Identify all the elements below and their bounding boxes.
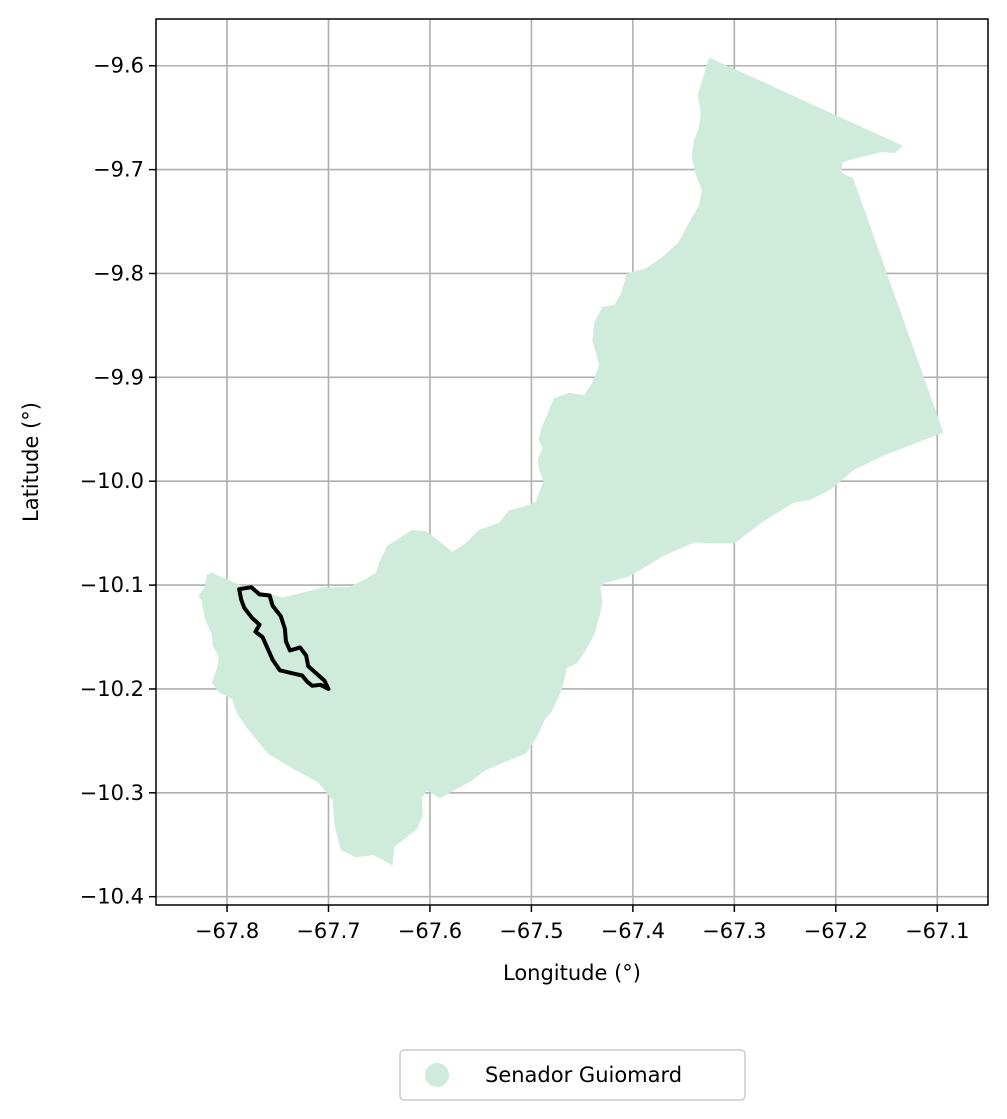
y-axis-ticks: −9.6 −9.7 −9.8 −9.9 −10.0 −10.1 −10.2 −10.3 −10.… — [80, 54, 156, 909]
legend-box — [399, 1049, 746, 1101]
x-tick-label: −67.7 — [296, 919, 360, 943]
x-tick-label: −67.8 — [195, 919, 259, 943]
y-tick-label: −9.8 — [93, 261, 144, 285]
y-tick-label: −10.1 — [80, 573, 144, 597]
y-axis-title: Latitude (°) — [19, 402, 43, 522]
x-tick-label: −67.4 — [601, 919, 665, 943]
x-tick-label: −67.2 — [804, 919, 868, 943]
y-tick-label: −10.2 — [80, 677, 144, 701]
x-axis-ticks: −67.8 −67.7 −67.6 −67.5 −67.4 −67.3 −67.2 −67.1 — [195, 905, 969, 943]
y-tick-label: −10.3 — [80, 781, 144, 805]
y-tick-label: −9.7 — [93, 158, 144, 182]
axes-frame — [155, 18, 989, 906]
legend-marker — [425, 1063, 449, 1087]
legend: Senador Guiomard — [399, 1049, 746, 1101]
senador-guiomard-region — [198, 57, 944, 866]
highlighted-outline — [237, 585, 331, 691]
y-tick-label: −10.4 — [80, 885, 144, 909]
x-axis-title: Longitude (°) — [503, 961, 641, 985]
y-tick-label: −9.6 — [93, 54, 144, 78]
x-tick-label: −67.3 — [702, 919, 766, 943]
region-layer — [198, 57, 944, 866]
legend-label-senador-guiomard: Senador Guiomard — [485, 1063, 682, 1087]
y-tick-label: −10.0 — [80, 469, 144, 493]
x-tick-label: −67.1 — [905, 919, 969, 943]
y-tick-label: −9.9 — [93, 365, 144, 389]
x-tick-label: −67.5 — [499, 919, 563, 943]
x-tick-label: −67.6 — [398, 919, 462, 943]
